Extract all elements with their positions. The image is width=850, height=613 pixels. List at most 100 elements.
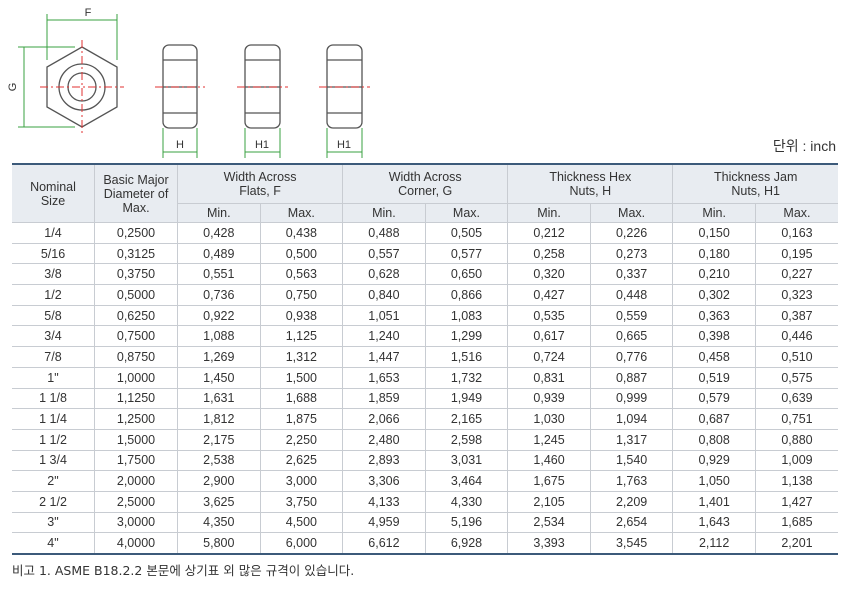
- cell: 0,750: [259, 284, 344, 306]
- cell: 2,598: [424, 428, 509, 451]
- cell: 1 3/4: [12, 449, 95, 472]
- cell: 0,458: [672, 346, 756, 368]
- cell: 0,776: [589, 346, 674, 368]
- cell: 1,450: [177, 366, 261, 389]
- subheader-cell: Max.: [259, 203, 344, 223]
- cell: 1,094: [589, 408, 674, 430]
- cell: 5/16: [12, 242, 95, 265]
- cell: 3,464: [424, 470, 509, 492]
- cell: 3": [12, 511, 95, 534]
- cell: 5,800: [177, 532, 261, 555]
- cell: 1,447: [342, 346, 426, 368]
- cell: 2,201: [754, 532, 838, 555]
- cell: 0,150: [672, 222, 756, 244]
- cell: 0,579: [672, 387, 756, 410]
- data-row: 7/8 0,8750 1,269 1,312 1,447 1,516 0,724 0,776 0…: [12, 346, 838, 368]
- cell: 1,088: [177, 325, 261, 348]
- cell: 6,000: [259, 532, 344, 555]
- cell: 0,938: [259, 304, 344, 327]
- cell: 3/4: [12, 325, 95, 348]
- cell: 0,6250: [94, 304, 178, 327]
- cell: 0,922: [177, 304, 261, 327]
- cell: 2": [12, 470, 95, 492]
- cell: 1,732: [424, 366, 509, 389]
- cell: 1,2500: [94, 408, 178, 430]
- cell: 1 1/2: [12, 428, 95, 451]
- header-line: Corner, G: [398, 184, 453, 198]
- cell: 1/2: [12, 284, 95, 306]
- cell: 0,939: [507, 387, 591, 410]
- cell: 0,500: [259, 242, 344, 265]
- cell: 0,438: [259, 222, 344, 244]
- cell: 1,051: [342, 304, 426, 327]
- cell: 4,0000: [94, 532, 178, 555]
- header-line: Thickness Jam: [714, 170, 798, 184]
- data-row: 5/16 0,3125 0,489 0,500 0,557 0,577 0,258 0,273…: [12, 242, 838, 265]
- cell: 0,363: [672, 304, 756, 327]
- cell: 1": [12, 366, 95, 389]
- label-h: H: [176, 139, 184, 151]
- cell: 1,5000: [94, 428, 178, 451]
- cell: 1,516: [424, 346, 509, 368]
- header-line: Nuts, H: [569, 184, 612, 198]
- cell: 0,446: [754, 325, 838, 348]
- cell: 1,763: [589, 470, 674, 492]
- cell: 4,959: [342, 511, 426, 534]
- cell: 6,928: [424, 532, 509, 555]
- cell: 2,175: [177, 428, 261, 451]
- cell: 0,736: [177, 284, 261, 306]
- data-row: 2" 2,0000 2,900 3,000 3,306 3,464 1,675 1,763 1,…: [12, 470, 838, 492]
- cell: 0,577: [424, 242, 509, 265]
- cell: 0,489: [177, 242, 261, 265]
- cell: 1,138: [754, 470, 838, 492]
- subheader-cell: Max.: [754, 203, 838, 223]
- cell: 0,575: [754, 366, 838, 389]
- cell: 0,226: [589, 222, 674, 244]
- cell: 0,724: [507, 346, 591, 368]
- label-g: G: [7, 83, 19, 92]
- cell: 0,323: [754, 284, 838, 306]
- cell: 0,8750: [94, 346, 178, 368]
- header-cell: Width Across Flats, F: [176, 163, 344, 204]
- cell: 4,350: [177, 511, 261, 534]
- header-line: Diameter of: [103, 186, 169, 201]
- cell: 0,887: [589, 366, 674, 389]
- cell: 3/8: [12, 263, 95, 286]
- cell: 0,559: [589, 304, 674, 327]
- cell: 3,625: [177, 490, 261, 513]
- cell: 2,654: [589, 511, 674, 534]
- cell: 1,427: [754, 490, 838, 513]
- cell: 5/8: [12, 304, 95, 327]
- cell: 7/8: [12, 346, 95, 368]
- data-row: 1 1/8 1,1250 1,631 1,688 1,859 1,949 0,939 0,99…: [12, 387, 838, 410]
- cell: 2,538: [177, 449, 261, 472]
- header-line: Width Across: [223, 170, 297, 184]
- cell: 1,083: [424, 304, 509, 327]
- subheader-row: Min. Max. Min. Max. Min. Max. Min. Max.: [12, 203, 838, 223]
- label-h1: H1: [255, 139, 269, 151]
- cell: 0,398: [672, 325, 756, 348]
- cell: 1 1/4: [12, 408, 95, 430]
- cell: 1,269: [177, 346, 261, 368]
- cell: 0,505: [424, 222, 509, 244]
- subheader-cell: Min.: [507, 203, 591, 223]
- subheader-cell: Max.: [589, 203, 674, 223]
- label-f: F: [85, 7, 92, 19]
- cell: 1,125: [259, 325, 344, 348]
- subheader-cell: Max.: [424, 203, 509, 223]
- cell: 1/4: [12, 222, 95, 244]
- cell: 2,625: [259, 449, 344, 472]
- cell: 0,3750: [94, 263, 178, 286]
- cell: 0,337: [589, 263, 674, 286]
- cell: 3,750: [259, 490, 344, 513]
- label-h1: H1: [337, 139, 351, 151]
- cell: 0,519: [672, 366, 756, 389]
- diagram: F G H H1 H1: [7, 7, 370, 158]
- header-line: Basic Major: [103, 172, 169, 187]
- cell: 0,628: [342, 263, 426, 286]
- cell: 2,165: [424, 408, 509, 430]
- header-cell: Thickness Jam Nuts, H1: [672, 163, 838, 204]
- cell: 0,320: [507, 263, 591, 286]
- cell: 2,480: [342, 428, 426, 451]
- cell: 3,306: [342, 470, 426, 492]
